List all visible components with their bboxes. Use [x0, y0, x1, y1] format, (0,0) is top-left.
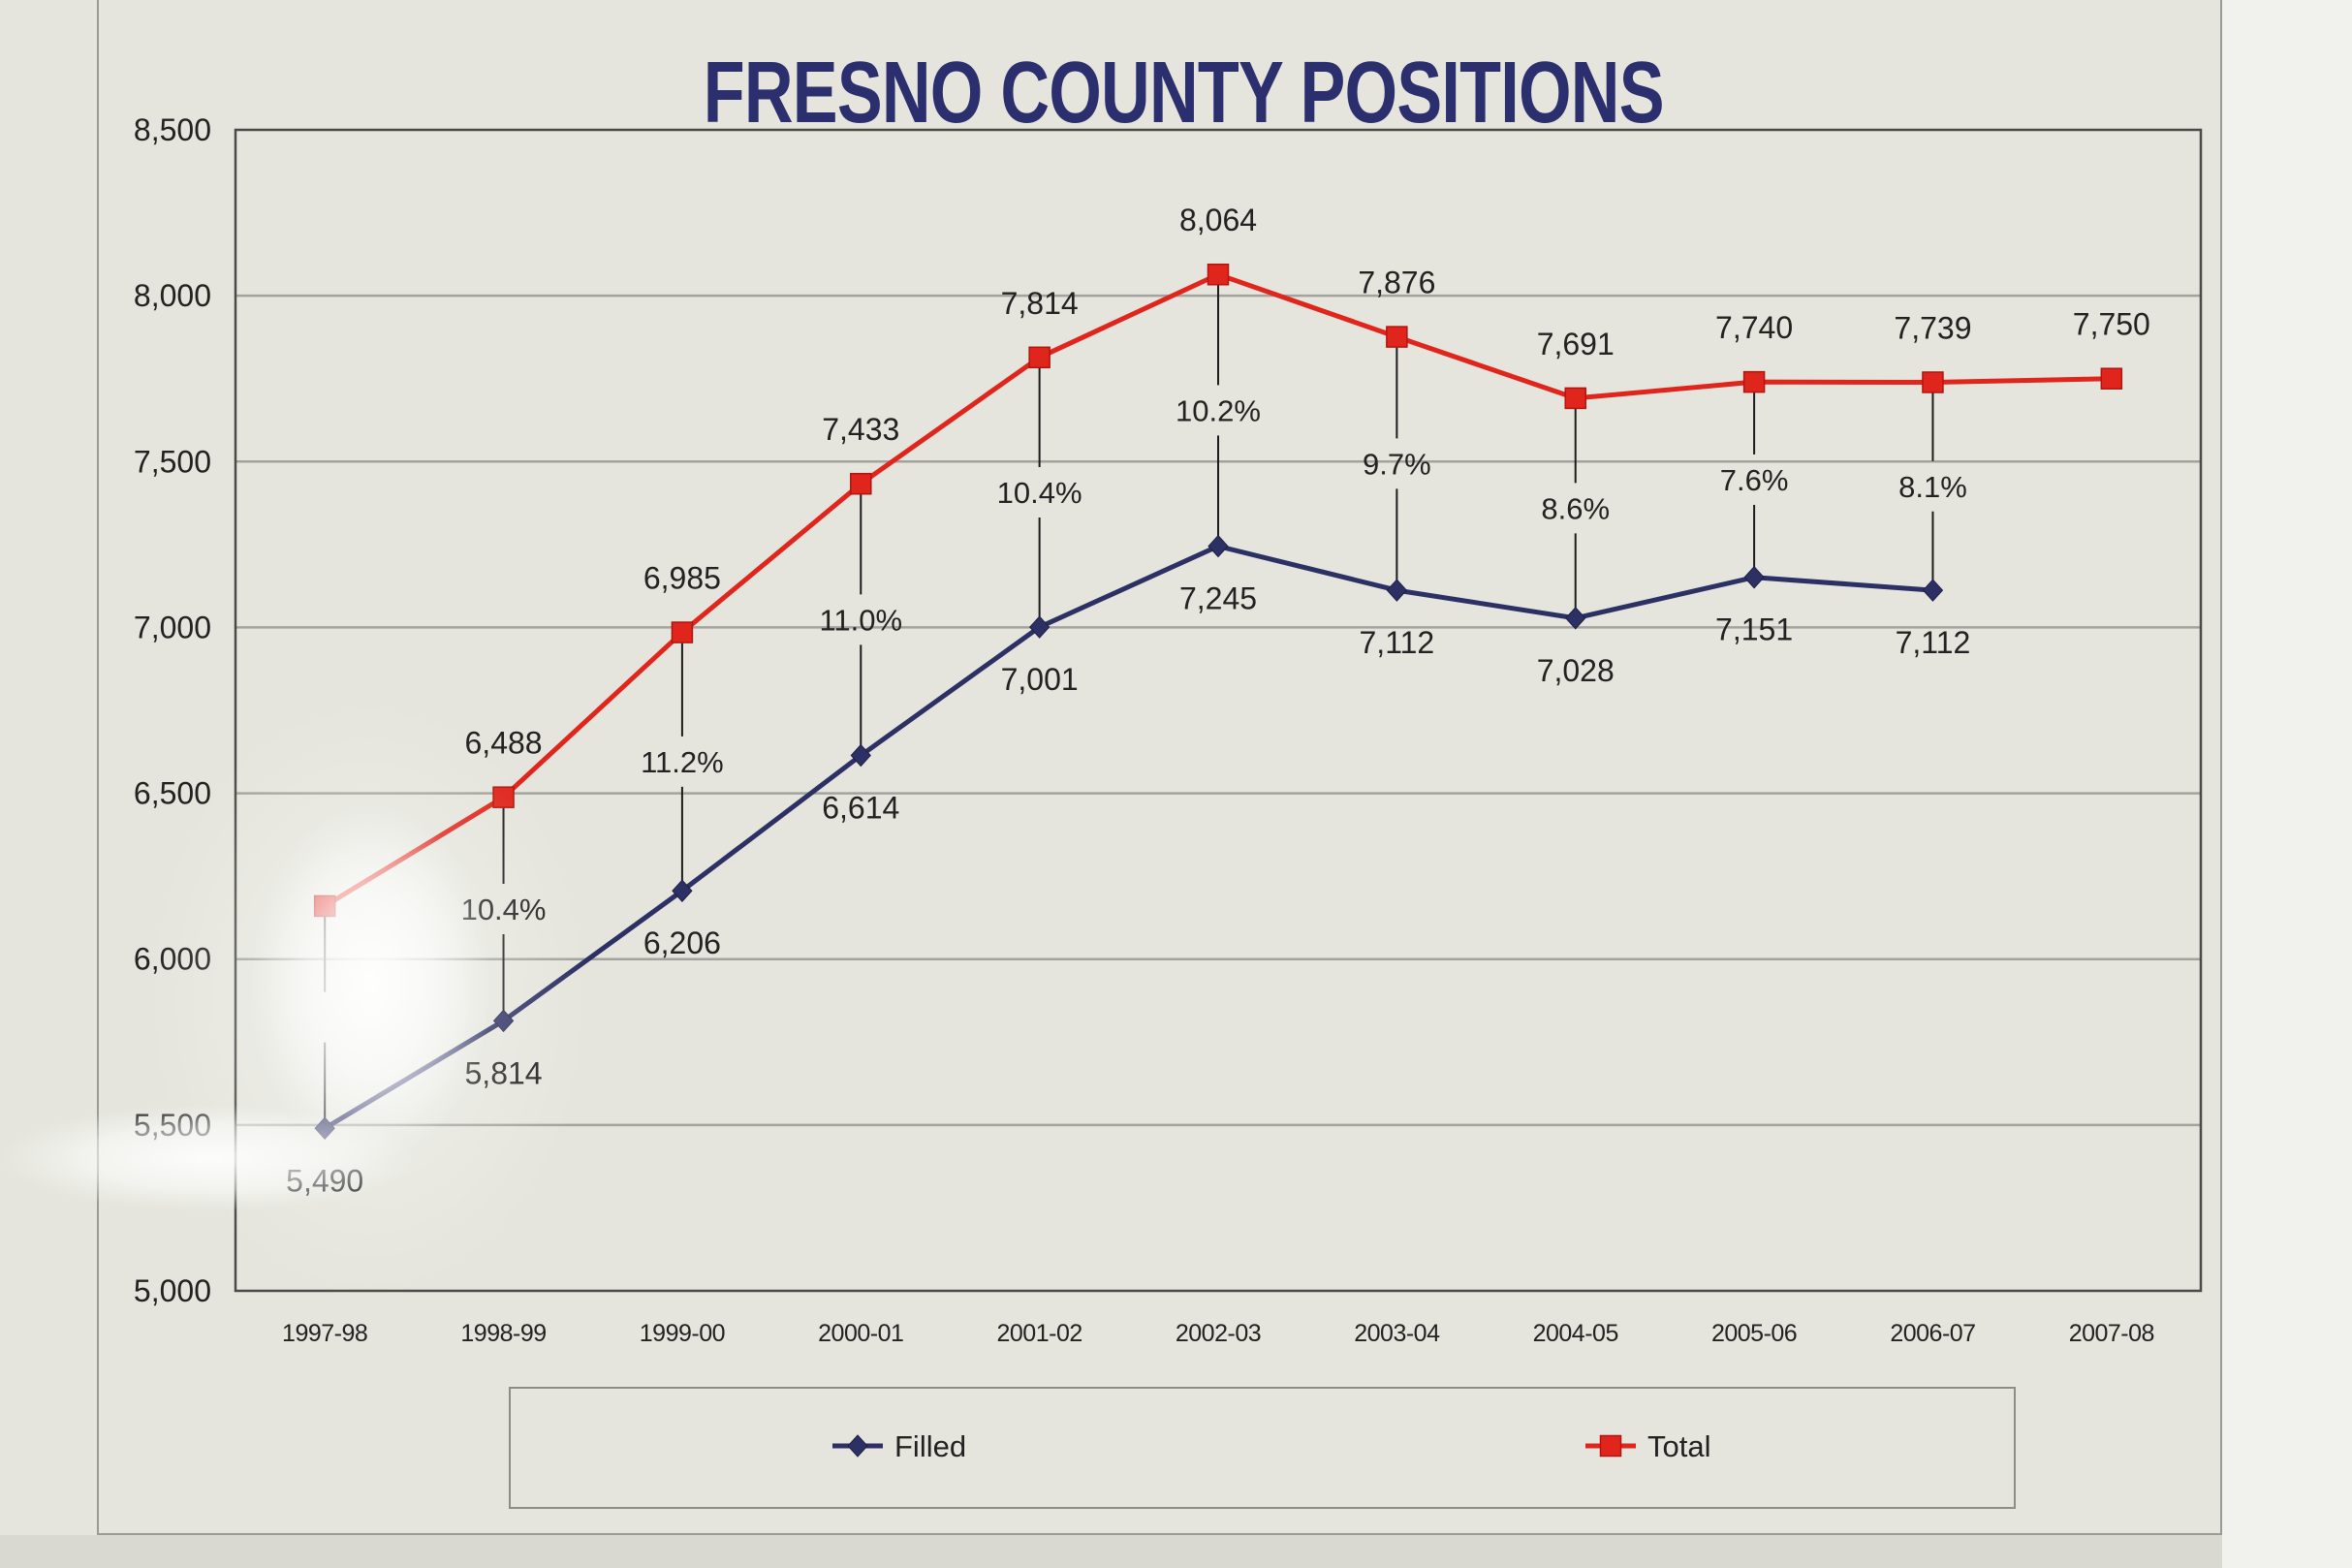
- data-point-filled: [1028, 615, 1051, 639]
- data-point-total: [1386, 326, 1408, 348]
- data-label-total: 7,691: [1537, 327, 1615, 361]
- legend-box: [509, 1387, 2016, 1509]
- data-label-total: 7,750: [2073, 307, 2150, 342]
- data-label-filled: 7,151: [1715, 612, 1793, 647]
- gap-percent-label: 10.4%: [997, 476, 1082, 510]
- x-tick-label: 2001-02: [997, 1320, 1082, 1347]
- data-label-filled: 7,112: [1360, 625, 1435, 660]
- data-point-filled: [672, 879, 693, 902]
- gridlines: [235, 294, 2201, 1127]
- x-tick-label: 2000-01: [818, 1320, 903, 1347]
- background-bottom-strip: [0, 1535, 2222, 1568]
- x-tick-label: 1999-00: [640, 1320, 725, 1347]
- data-point-filled: [1565, 607, 1586, 630]
- data-point-total: [1564, 387, 1586, 410]
- legend-marker-filled-icon: [847, 1434, 868, 1458]
- x-tick-label: 1998-99: [460, 1320, 546, 1347]
- legend-label-filled: Filled: [894, 1429, 966, 1463]
- data-point-filled: [314, 1116, 335, 1141]
- data-label-total: 8,064: [1179, 203, 1257, 237]
- data-label-total: 6,488: [465, 726, 543, 761]
- data-point-filled: [1743, 566, 1765, 589]
- data-label-total: 7,433: [822, 412, 899, 447]
- data-point-total: [671, 621, 694, 643]
- data-point-filled: [492, 1009, 515, 1033]
- data-point-total: [1922, 371, 1944, 393]
- y-tick-label: 5,000: [134, 1273, 211, 1308]
- gap-percent-label: 11.2%: [641, 745, 724, 779]
- data-label-total: 7,740: [1715, 310, 1793, 345]
- legend-marker-total-icon: [1599, 1434, 1622, 1458]
- data-label-filled: 7,245: [1179, 581, 1257, 616]
- series-line-filled: [323, 544, 1933, 1131]
- series-filled: [314, 534, 1944, 1141]
- gap-percent-label: 8.1%: [1898, 470, 1967, 504]
- y-tick-label: 8,000: [134, 278, 211, 313]
- gap-percent-label: 11.0%: [819, 603, 902, 637]
- data-point-filled: [850, 743, 871, 768]
- gap-percent-label: 10.4%: [461, 893, 547, 926]
- gap-connectors: [324, 285, 1934, 1119]
- x-tick-label: 2003-04: [1354, 1320, 1440, 1347]
- data-label-total: 7,876: [1358, 266, 1435, 300]
- legend-label-total: Total: [1647, 1429, 1710, 1463]
- data-point-total: [2100, 367, 2123, 390]
- data-point-filled: [1386, 579, 1408, 602]
- y-tick-label: 8,500: [134, 112, 211, 147]
- data-label-filled: 6,614: [822, 791, 899, 826]
- y-tick-label: 7,500: [134, 444, 211, 479]
- y-tick-label: 6,000: [134, 942, 211, 977]
- data-label-filled: 7,028: [1537, 653, 1615, 688]
- data-label-filled: 7,001: [1001, 662, 1079, 697]
- gap-percent-label: 9.7%: [1363, 447, 1431, 481]
- data-point-total: [850, 472, 872, 495]
- chart-title-container: FRESNO COUNTY POSITIONS: [16, 49, 2352, 137]
- chart-title: FRESNO COUNTY POSITIONS: [704, 45, 1665, 141]
- legend: Filled Total: [509, 1387, 2016, 1509]
- data-point-total: [492, 786, 515, 808]
- x-tick-label: 1997-98: [282, 1320, 367, 1347]
- x-tick-label: 2006-07: [1890, 1320, 1975, 1347]
- y-tick-label: 6,500: [134, 776, 211, 811]
- chart-panel-frame: [97, 0, 2222, 1535]
- y-tick-label: 7,000: [134, 610, 211, 644]
- data-point-filled: [1922, 579, 1944, 602]
- data-label-total: 7,739: [1894, 310, 1971, 345]
- y-tick-label: 5,500: [134, 1108, 211, 1143]
- gap-percent-label: 7.6%: [1720, 463, 1789, 497]
- gap-percent-label: 8.6%: [1541, 491, 1610, 525]
- gap-percent-label: 10.2%: [1176, 393, 1261, 427]
- data-point-filled: [1207, 534, 1229, 558]
- data-label-total: 7,814: [1001, 286, 1079, 321]
- x-tick-label: 2007-08: [2069, 1320, 2154, 1347]
- data-point-total: [1207, 263, 1230, 286]
- data-point-total: [313, 894, 336, 918]
- plot-area-frame: [234, 128, 2203, 1293]
- background-right-strip: [2222, 0, 2352, 1568]
- x-tick-label: 2004-05: [1533, 1320, 1618, 1347]
- data-label-total: 6,985: [643, 561, 721, 596]
- x-tick-label: 2005-06: [1711, 1320, 1797, 1347]
- data-label-filled: 5,490: [286, 1163, 363, 1198]
- data-point-total: [1028, 346, 1051, 369]
- data-label-filled: 7,112: [1896, 625, 1971, 660]
- data-label-filled: 5,814: [465, 1055, 543, 1090]
- x-tick-label: 2002-03: [1176, 1320, 1261, 1347]
- data-point-total: [1742, 370, 1766, 393]
- data-label-filled: 6,206: [643, 925, 721, 960]
